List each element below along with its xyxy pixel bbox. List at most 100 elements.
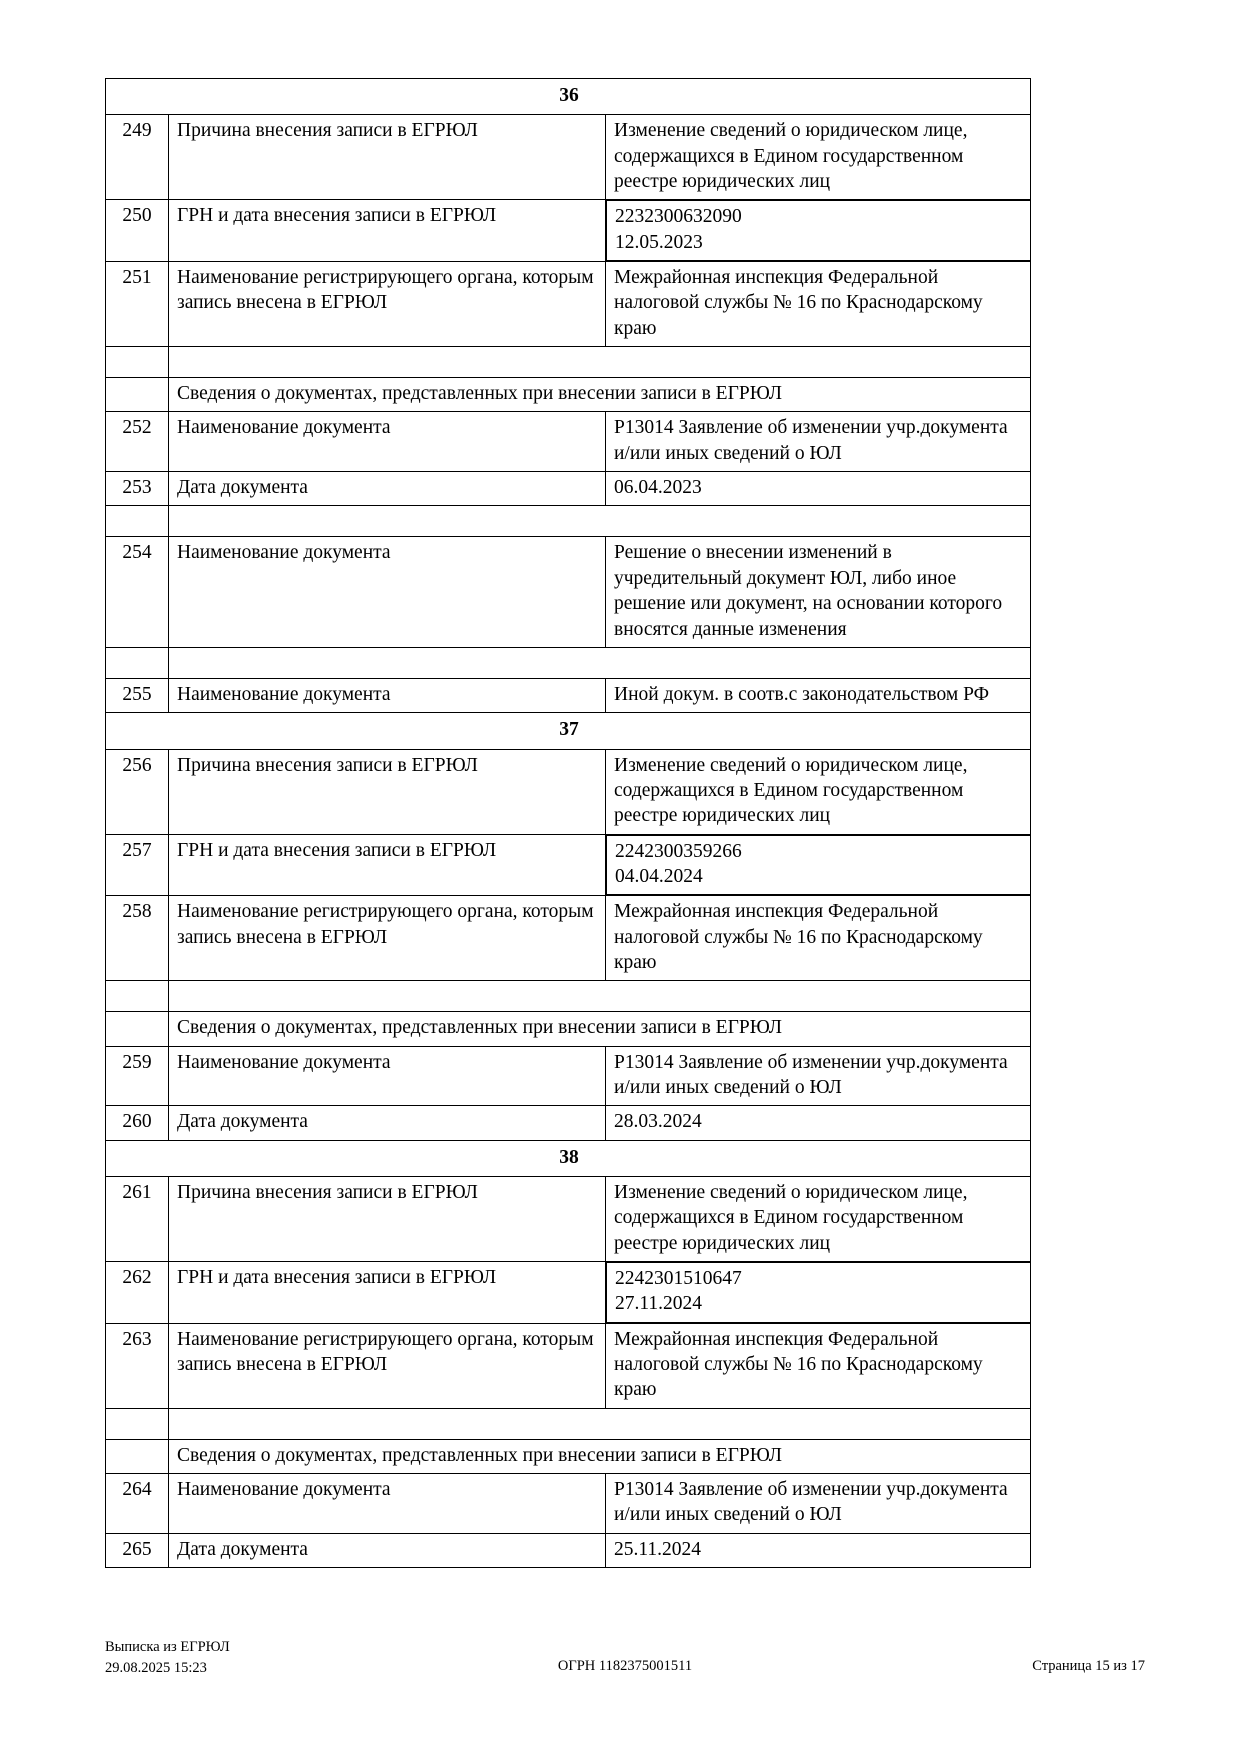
row-value: Межрайонная инспекция Федеральной налого… (605, 261, 1031, 348)
row-label: Наименование документа (168, 411, 606, 473)
row-value: Р13014 Заявление об изменении учр.докуме… (605, 1045, 1031, 1107)
row-value: Решение о внесении изменений в учредител… (605, 536, 1031, 648)
spacer-cell (168, 646, 1031, 679)
subheader-row: Сведения о документах, представленных пр… (105, 1011, 1031, 1047)
table-row: 265 Дата документа 25.11.2024 (105, 1532, 1031, 1569)
table-row: 250 ГРН и дата внесения записи в ЕГРЮЛ 2… (105, 199, 1031, 263)
row-label: ГРН и дата внесения записи в ЕГРЮЛ (168, 1261, 606, 1324)
table-row: 249 Причина внесения записи в ЕГРЮЛ Изме… (105, 114, 1031, 201)
row-value: Иной докум. в соотв.с законодательством … (605, 677, 1031, 714)
row-value: Изменение сведений о юридическом лице, с… (605, 114, 1031, 201)
row-value: Межрайонная инспекция Федеральной налого… (605, 895, 1031, 982)
row-label: Наименование регистрирующего органа, кот… (168, 895, 606, 982)
row-number: 255 (105, 677, 169, 714)
row-value: 2242301510647 27.11.2024 (606, 1262, 1031, 1323)
row-number: 262 (105, 1261, 169, 1324)
row-value: Р13014 Заявление об изменении учр.докуме… (605, 1473, 1031, 1534)
spacer-cell (105, 505, 169, 538)
row-label: Наименование документа (168, 1045, 606, 1107)
row-number: 265 (105, 1532, 169, 1569)
row-number: 259 (105, 1045, 169, 1107)
row-label: Причина внесения записи в ЕГРЮЛ (168, 1175, 606, 1263)
row-number: 253 (105, 471, 169, 507)
row-label: Дата документа (168, 1105, 606, 1141)
table-row: 253 Дата документа 06.04.2023 (105, 471, 1031, 507)
row-label: Наименование регистрирующего органа, кот… (168, 261, 606, 348)
spacer-cell (105, 646, 169, 679)
footer-document-title: Выписка из ЕГРЮЛ (105, 1639, 230, 1655)
row-number: 263 (105, 1322, 169, 1409)
row-number: 251 (105, 261, 169, 348)
row-number: 261 (105, 1175, 169, 1263)
row-number: 250 (105, 199, 169, 263)
table-row: 256 Причина внесения записи в ЕГРЮЛ Изме… (105, 748, 1031, 835)
page-footer: Выписка из ЕГРЮЛ 29.08.2025 15:23 ОГРН 1… (105, 1637, 1145, 1697)
section-number: 38 (105, 1139, 1031, 1178)
row-number: 249 (105, 114, 169, 201)
table-row: 258 Наименование регистрирующего органа,… (105, 895, 1031, 982)
table-row: 262 ГРН и дата внесения записи в ЕГРЮЛ 2… (105, 1261, 1031, 1324)
spacer-row (105, 505, 1031, 538)
row-value: 2232300632090 12.05.2023 (606, 200, 1031, 262)
spacer-row (105, 646, 1031, 679)
row-label: Наименование регистрирующего органа, кот… (168, 1322, 606, 1409)
documents-subheader: Сведения о документах, представленных пр… (168, 1011, 1031, 1047)
documents-subheader: Сведения о документах, представленных пр… (168, 377, 1031, 413)
row-number: 257 (105, 833, 169, 897)
table-row: 255 Наименование документа Иной докум. в… (105, 677, 1031, 714)
subheader-row: Сведения о документах, представленных пр… (105, 377, 1031, 413)
row-label: Причина внесения записи в ЕГРЮЛ (168, 114, 606, 201)
table-row: 259 Наименование документа Р13014 Заявле… (105, 1045, 1031, 1107)
row-number: 258 (105, 895, 169, 982)
row-label: ГРН и дата внесения записи в ЕГРЮЛ (168, 833, 606, 897)
row-value: 28.03.2024 (605, 1105, 1031, 1141)
spacer-cell (105, 346, 169, 379)
row-value: 06.04.2023 (605, 471, 1031, 507)
row-number: 260 (105, 1105, 169, 1141)
row-label: Наименование документа (168, 536, 606, 648)
row-value: Межрайонная инспекция Федеральной налого… (605, 1322, 1031, 1409)
table-row: 252 Наименование документа Р13014 Заявле… (105, 411, 1031, 473)
row-number-empty (105, 377, 169, 413)
section-number: 37 (105, 712, 1031, 750)
spacer-cell (168, 1407, 1031, 1440)
spacer-cell (168, 505, 1031, 538)
section-number: 36 (105, 77, 1031, 116)
section-header-row: 37 (105, 712, 1031, 750)
row-label: Дата документа (168, 1532, 606, 1569)
subheader-row: Сведения о документах, представленных пр… (105, 1438, 1031, 1475)
row-number-empty (105, 1438, 169, 1475)
spacer-row (105, 1407, 1031, 1440)
row-number-empty (105, 1011, 169, 1047)
section-header-row: 38 (105, 1139, 1031, 1178)
spacer-cell (168, 346, 1031, 379)
row-number: 264 (105, 1473, 169, 1534)
row-value: 2242300359266 04.04.2024 (606, 834, 1031, 896)
row-label: Наименование документа (168, 1473, 606, 1534)
spacer-row (105, 346, 1031, 379)
row-value: 25.11.2024 (605, 1532, 1031, 1569)
spacer-cell (105, 1407, 169, 1440)
table-row: 264 Наименование документа Р13014 Заявле… (105, 1473, 1031, 1534)
row-number: 252 (105, 411, 169, 473)
row-value: Изменение сведений о юридическом лице, с… (605, 748, 1031, 835)
row-label: Дата документа (168, 471, 606, 507)
spacer-cell (105, 980, 169, 1013)
table-row: 260 Дата документа 28.03.2024 (105, 1105, 1031, 1141)
documents-subheader: Сведения о документах, представленных пр… (168, 1438, 1031, 1475)
row-value: Изменение сведений о юридическом лице, с… (605, 1175, 1031, 1263)
row-number: 254 (105, 536, 169, 648)
table-row: 251 Наименование регистрирующего органа,… (105, 261, 1031, 348)
table-row: 263 Наименование регистрирующего органа,… (105, 1322, 1031, 1409)
row-value: Р13014 Заявление об изменении учр.докуме… (605, 411, 1031, 473)
footer-page-number: Страница 15 из 17 (1032, 1658, 1145, 1674)
row-number: 256 (105, 748, 169, 835)
table-row: 254 Наименование документа Решение о вне… (105, 536, 1031, 648)
footer-generated-timestamp: 29.08.2025 15:23 (105, 1660, 207, 1677)
row-label: Наименование документа (168, 677, 606, 714)
table-row: 261 Причина внесения записи в ЕГРЮЛ Изме… (105, 1175, 1031, 1263)
egrul-records-table: 36 249 Причина внесения записи в ЕГРЮЛ И… (105, 77, 1031, 1569)
row-label: Причина внесения записи в ЕГРЮЛ (168, 748, 606, 835)
footer-ogrn: ОГРН 1182375001511 (557, 1658, 693, 1674)
